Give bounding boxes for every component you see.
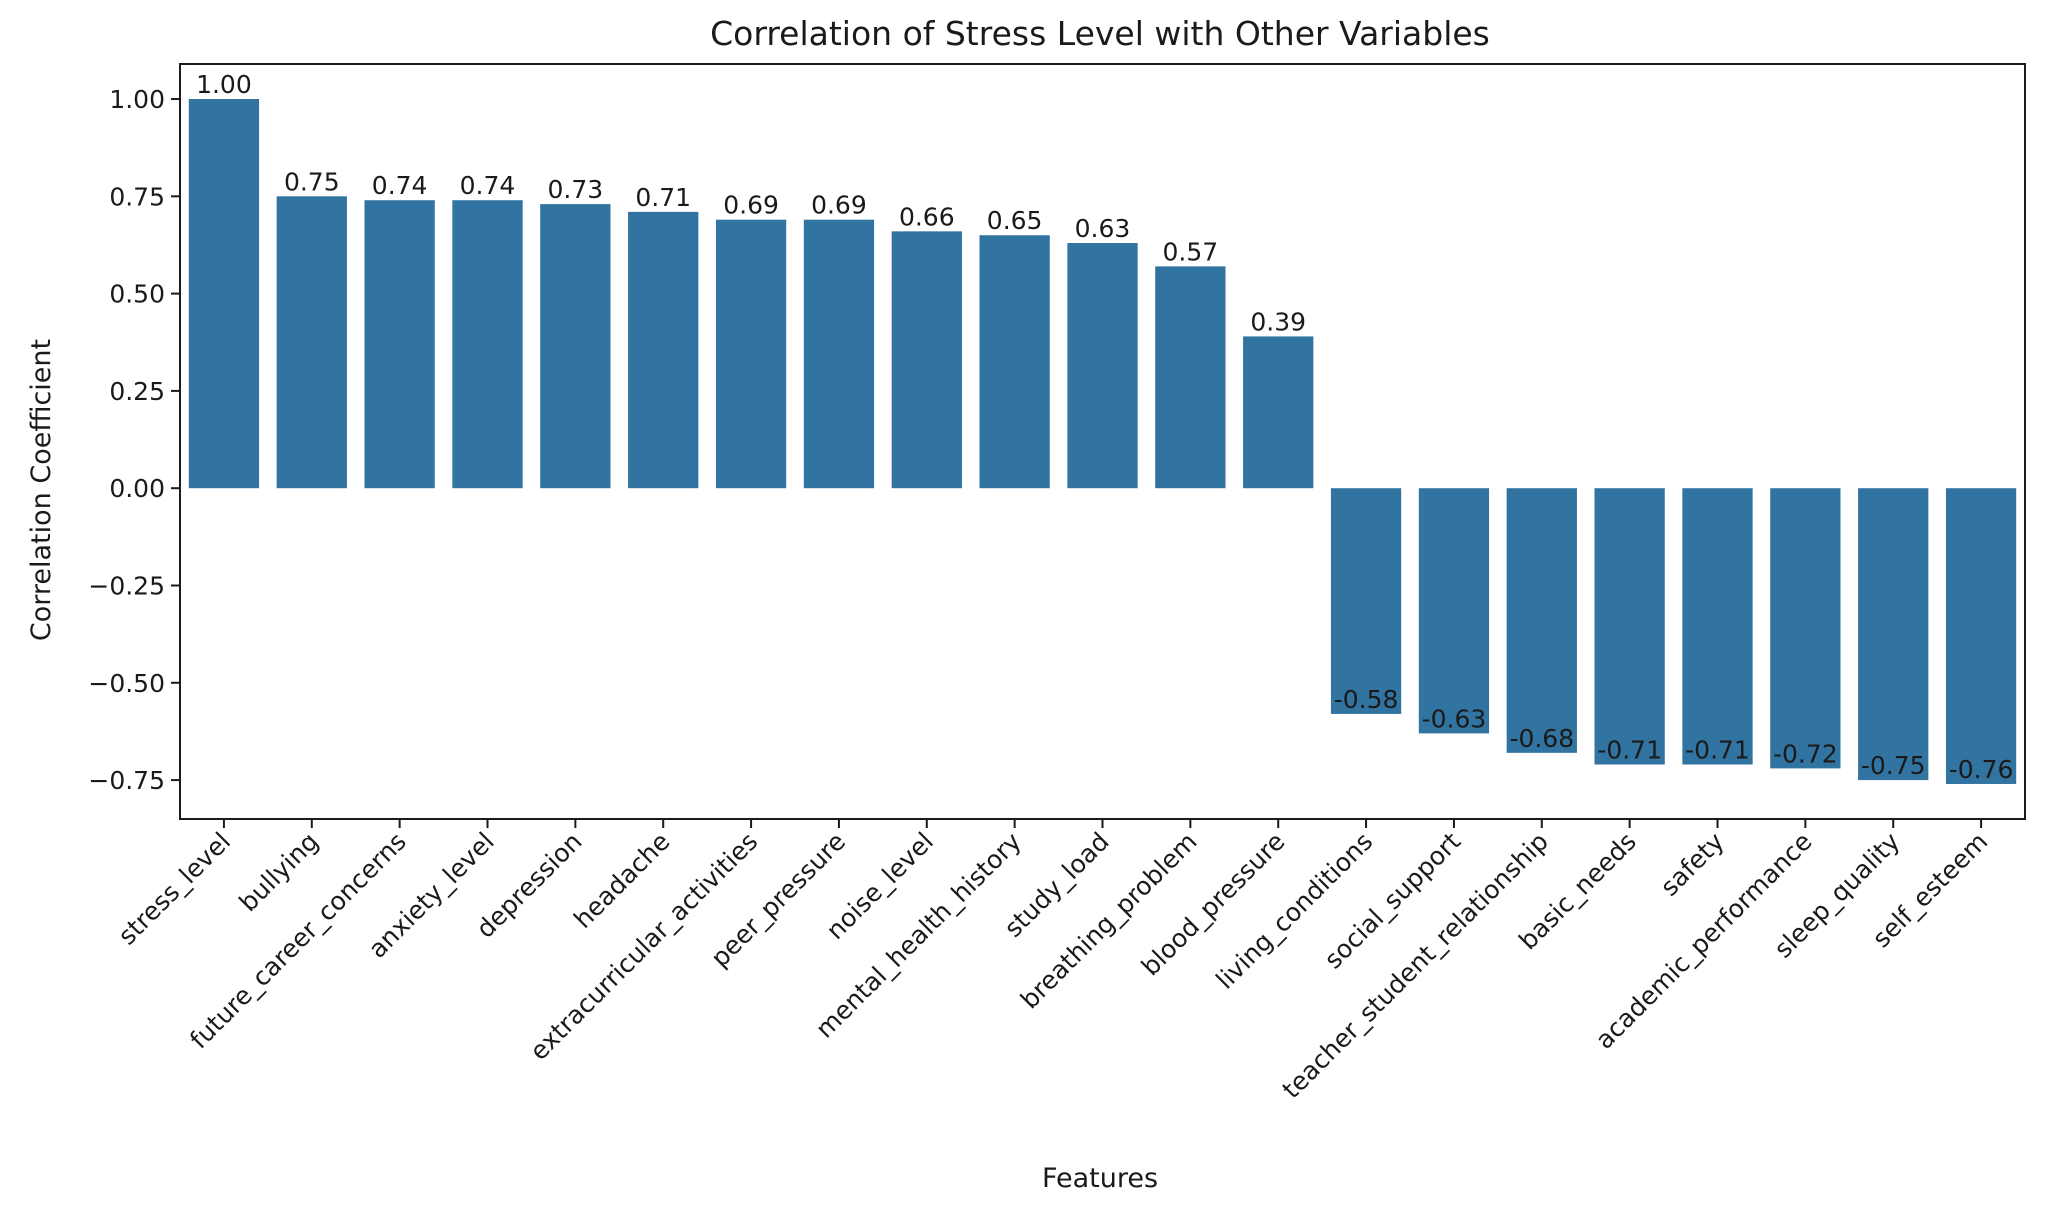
data-label-safety: -0.71 bbox=[1685, 736, 1750, 765]
x-tick-label-safety: safety bbox=[1655, 827, 1730, 902]
bar-breathing_problem bbox=[1155, 266, 1226, 489]
plot-frame bbox=[179, 63, 2026, 820]
data-label-depression: 0.73 bbox=[548, 175, 604, 204]
data-label-stress_level: 1.00 bbox=[196, 70, 252, 99]
data-label-peer_pressure: 0.69 bbox=[811, 191, 867, 220]
bar-bullying bbox=[276, 196, 347, 489]
data-label-study_load: 0.63 bbox=[1075, 214, 1131, 243]
bar-peer_pressure bbox=[803, 219, 875, 489]
bar-self_esteem bbox=[1945, 488, 2017, 784]
bar-study_load bbox=[1067, 243, 1138, 489]
x-tick-label-living_conditions: living_conditions bbox=[1210, 827, 1378, 995]
data-label-social_support: -0.63 bbox=[1422, 704, 1487, 733]
bar-sleep_quality bbox=[1858, 488, 1929, 781]
bar-academic_performance bbox=[1770, 488, 1841, 769]
y-tick-label-0: 1.00 bbox=[109, 85, 165, 114]
x-tick-label-breathing_problem: breathing_problem bbox=[1015, 827, 1203, 1015]
data-label-sleep_quality: -0.75 bbox=[1861, 751, 1926, 780]
x-axis-title: Features bbox=[1042, 1163, 1158, 1194]
chart-title: Correlation of Stress Level with Other V… bbox=[710, 14, 1490, 53]
data-label-future_career_concerns: 0.74 bbox=[372, 171, 428, 200]
y-tick-label-6: −0.50 bbox=[88, 669, 165, 698]
data-label-living_conditions: -0.58 bbox=[1334, 685, 1399, 714]
y-tick-label-1: 0.75 bbox=[109, 182, 165, 211]
bar-mental_health_history bbox=[979, 235, 1050, 489]
data-label-teacher_student_relationship: -0.68 bbox=[1509, 724, 1574, 753]
data-label-mental_health_history: 0.65 bbox=[987, 206, 1043, 235]
bar-noise_level bbox=[891, 231, 962, 489]
bar-headache bbox=[628, 211, 699, 489]
bar-future_career_concerns bbox=[364, 200, 435, 489]
bar-basic_needs bbox=[1594, 488, 1665, 765]
bar-safety bbox=[1682, 488, 1753, 765]
data-label-anxiety_level: 0.74 bbox=[460, 171, 516, 200]
data-label-blood_pressure: 0.39 bbox=[1250, 307, 1306, 336]
bar-blood_pressure bbox=[1243, 336, 1314, 489]
x-tick-label-stress_level: stress_level bbox=[112, 827, 236, 951]
data-label-noise_level: 0.66 bbox=[899, 202, 955, 231]
data-label-breathing_problem: 0.57 bbox=[1163, 237, 1219, 266]
bar-extracurricular_activities bbox=[715, 219, 787, 489]
bar-living_conditions bbox=[1330, 488, 1402, 714]
data-label-basic_needs: -0.71 bbox=[1597, 736, 1662, 765]
data-label-headache: 0.71 bbox=[635, 183, 691, 212]
bar-social_support bbox=[1418, 488, 1490, 734]
data-label-academic_performance: -0.72 bbox=[1773, 739, 1838, 768]
y-tick-label-2: 0.50 bbox=[109, 280, 165, 309]
bar-anxiety_level bbox=[452, 200, 523, 489]
y-tick-label-4: 0.00 bbox=[109, 474, 165, 503]
y-tick-label-7: −0.75 bbox=[88, 766, 165, 795]
bars-layer: 1.00 0.75 0.74 0.74 0.73 0.71 0.69 0.69 0.66 0.65… bbox=[188, 70, 2017, 784]
data-label-extracurricular_activities: 0.69 bbox=[723, 191, 779, 220]
y-tick-label-5: −0.25 bbox=[88, 571, 165, 600]
data-label-self_esteem: -0.76 bbox=[1949, 755, 2014, 784]
y-axis-title: Correlation Coefficient bbox=[26, 339, 57, 641]
bar-teacher_student_relationship bbox=[1506, 488, 1577, 753]
bar-depression bbox=[540, 204, 611, 489]
x-tick-label-bullying: bullying bbox=[233, 827, 324, 918]
y-tick-label-3: 0.25 bbox=[109, 377, 165, 406]
data-label-bullying: 0.75 bbox=[284, 167, 340, 196]
bar-stress_level bbox=[188, 99, 260, 489]
